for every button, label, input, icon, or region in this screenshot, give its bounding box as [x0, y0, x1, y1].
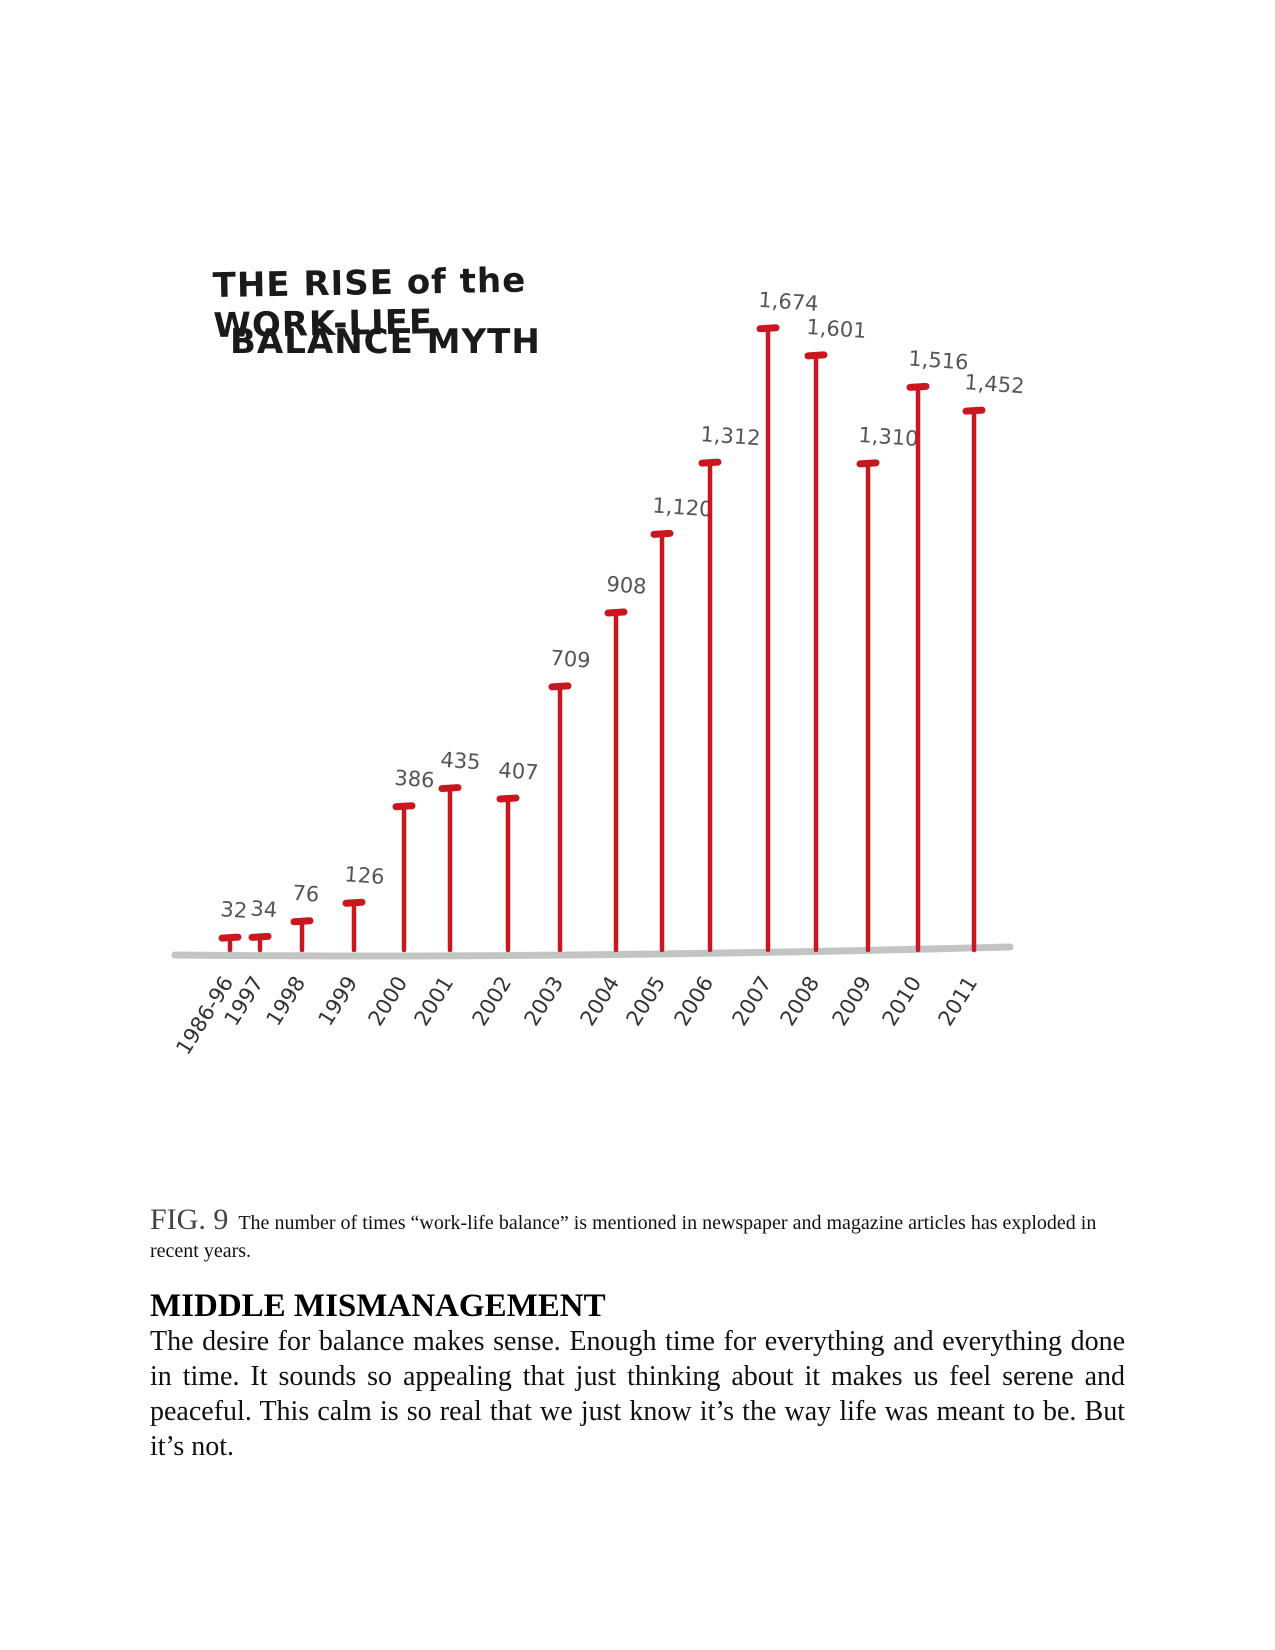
bar-cap-1999 [342, 898, 366, 907]
tick-label-2006: 2006 [670, 972, 719, 1030]
bar-cap-2009 [856, 459, 880, 468]
tick-label-2002: 2002 [468, 972, 517, 1030]
bar-cap-1997 [248, 932, 272, 941]
bar-cap-2007 [756, 324, 780, 333]
tick-label-1999: 1999 [314, 972, 363, 1030]
body-paragraph: The desire for balance makes sense. Enou… [150, 1326, 1125, 1462]
tick-label-2000: 2000 [364, 972, 413, 1030]
bar-cap-2000 [392, 802, 416, 811]
tick-label-2003: 2003 [520, 972, 569, 1030]
value-label-1999: 126 [344, 862, 386, 889]
bar-cap-1986-96 [218, 933, 242, 942]
figure-caption: FIG. 9 The number of times “work-life bal… [150, 1203, 1130, 1265]
value-label-2008: 1,601 [806, 315, 868, 343]
value-label-1998: 76 [292, 881, 320, 907]
bar-cap-2010 [906, 382, 930, 391]
value-label-2006: 1,312 [700, 422, 762, 450]
section-heading: MIDDLE MISMANAGEMENT [150, 1288, 606, 1324]
chart-title-line-2: BALANCE MYTH [230, 322, 541, 362]
value-label-1997: 34 [250, 896, 278, 922]
chart-figure: THE RISE of the WORK-LIFE BALANCE MYTH 3… [150, 230, 1070, 1160]
bar-cap-2011 [962, 406, 986, 415]
tick-label-2011: 2011 [934, 972, 983, 1030]
tick-label-1998: 1998 [262, 972, 311, 1030]
tick-label-2004: 2004 [576, 972, 625, 1030]
bar-cap-2004 [604, 608, 628, 617]
bar-cap-2006 [698, 458, 722, 467]
value-label-2003: 709 [550, 646, 592, 673]
x-axis-line [171, 943, 1014, 960]
caption-text: The number of times “work-life balance” … [150, 1212, 1097, 1262]
bar-cap-1998 [290, 917, 314, 926]
tick-label-2008: 2008 [776, 972, 825, 1030]
value-label-2000: 386 [394, 766, 436, 793]
value-label-1986-96: 32 [220, 897, 248, 923]
value-label-2011: 1,452 [964, 370, 1026, 398]
value-label-2009: 1,310 [858, 423, 920, 451]
tick-label-2001: 2001 [410, 972, 459, 1030]
tick-label-2005: 2005 [622, 972, 671, 1030]
value-label-2001: 435 [440, 748, 482, 775]
tick-label-2009: 2009 [828, 972, 877, 1030]
value-label-2002: 407 [498, 758, 540, 785]
chart-svg: 321986-963419977619981261999386200043520… [171, 288, 1026, 1059]
value-label-2007: 1,674 [758, 288, 820, 316]
bar-cap-2002 [496, 794, 520, 803]
value-label-2010: 1,516 [908, 346, 970, 374]
value-label-2004: 908 [606, 572, 648, 599]
bar-cap-2001 [438, 784, 462, 793]
tick-label-2007: 2007 [728, 972, 777, 1030]
figure-label: FIG. 9 [150, 1203, 229, 1236]
bar-cap-2003 [548, 682, 572, 691]
bar-cap-2005 [650, 529, 674, 538]
value-label-2005: 1,120 [652, 493, 714, 521]
tick-label-2010: 2010 [878, 972, 927, 1030]
bar-cap-2008 [804, 351, 828, 360]
